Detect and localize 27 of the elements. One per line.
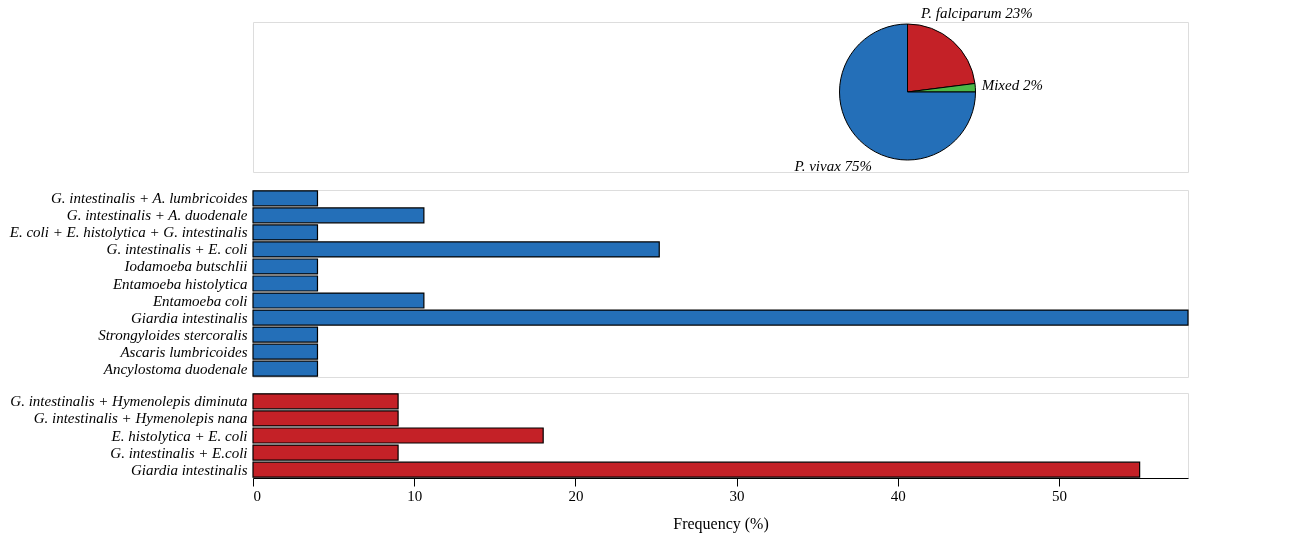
y-tick-label: E. histolytica + E. coli [110, 427, 248, 444]
y-tick-label: G. intestinalis + A. lumbricoides [50, 190, 248, 207]
y-tick-label: G. intestinalis + E.coli [110, 444, 248, 461]
x-tick-label: 40 [890, 487, 906, 504]
y-tick-label: G. intestinalis + Hymenolepis nana [33, 410, 248, 427]
x-tick-label: 30 [729, 487, 745, 504]
x-tick-label: 50 [1052, 487, 1068, 504]
slice-label: P. falciparum 23% [920, 5, 1033, 22]
y-tick-label: Entamoeba coli [151, 292, 248, 309]
y-tick-label: Giardia intestinalis [130, 461, 248, 478]
pie-slice [839, 23, 976, 161]
y-tick-label: G. intestinalis + A. duodenale [66, 207, 248, 224]
x-axis-title: Frequency (%) [673, 514, 769, 533]
slice-label: P. vivax 75% [793, 158, 873, 175]
y-tick-label: E. coli + E. histolytica + G. intestinalis [8, 224, 248, 241]
y-tick-label: Ancylostoma duodenale [102, 360, 248, 377]
y-tick-label: Strongyloides stercoralis [98, 326, 248, 343]
y-tick-label: Giardia intestinalis [130, 309, 248, 326]
y-tick-label: G. intestinalis + E. coli [106, 241, 248, 258]
slice-label: Mixed 2% [980, 77, 1043, 94]
y-tick-label: Ascaris lumbricoides [119, 343, 248, 360]
y-tick-label: Entamoeba histolytica [111, 275, 248, 292]
y-tick-label: Iodamoeba butschlii [123, 258, 248, 275]
x-tick-label: 10 [407, 487, 423, 504]
x-tick-label: 0 [253, 487, 261, 504]
x-tick-label: 20 [568, 487, 584, 504]
y-tick-label: G. intestinalis + Hymenolepis diminuta [10, 393, 248, 410]
